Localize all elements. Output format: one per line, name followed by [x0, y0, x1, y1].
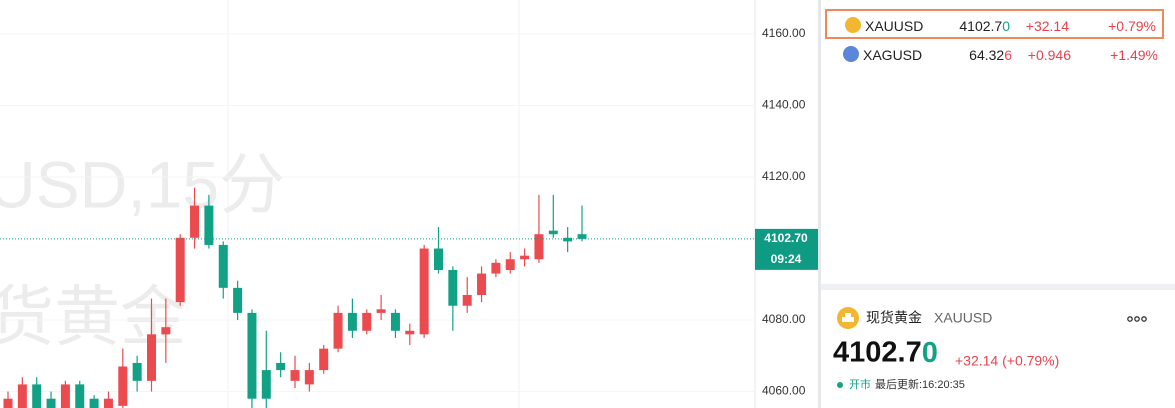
change: +0.946 — [1027, 47, 1071, 63]
icon-bar — [845, 313, 851, 317]
status-dot — [837, 382, 843, 388]
more-menu[interactable] — [1127, 316, 1147, 322]
candle-body — [89, 398, 99, 408]
candle-body — [491, 262, 501, 274]
candle-body — [434, 248, 443, 270]
candle-body — [218, 244, 228, 288]
candle-body — [233, 287, 243, 313]
candle-body — [390, 312, 400, 331]
candle-body — [3, 398, 13, 408]
change-pct: +1.49% — [1110, 47, 1158, 63]
candle-body — [147, 334, 156, 381]
separator — [821, 284, 1175, 290]
quote-symbol: XAUUSD — [934, 310, 992, 326]
candle-body — [46, 398, 56, 408]
candle-body — [448, 269, 458, 306]
watermark: USD,15分 — [0, 147, 285, 221]
candle-body — [347, 312, 357, 331]
price: 64.326 — [969, 47, 1012, 63]
symbol: XAUUSD — [865, 18, 924, 34]
quote-price: 4102.70 — [833, 337, 938, 369]
candle-body — [32, 384, 42, 408]
quote-change: +32.14 (+0.79%) — [955, 353, 1059, 369]
candle-body — [405, 330, 415, 335]
y-tick-label: 4120.00 — [762, 169, 806, 183]
watermark: 货黄金 — [0, 279, 186, 353]
y-tick-label: 4060.00 — [762, 384, 806, 398]
price-badge — [755, 228, 818, 270]
candle-body — [520, 255, 530, 260]
candle-body — [190, 205, 200, 238]
watchlist-row[interactable]: XAUUSD 4102.70 +32.14 +0.79% — [825, 9, 1164, 39]
change-pct: +0.79% — [1108, 18, 1156, 34]
candle-body — [75, 384, 85, 408]
candle-body — [462, 295, 472, 306]
symbol-icon — [843, 46, 859, 62]
candle-body — [247, 312, 257, 399]
symbol: XAGUSD — [863, 47, 923, 63]
change: +32.14 — [1025, 18, 1069, 34]
candle-body — [505, 259, 515, 270]
candle-body — [333, 312, 343, 349]
y-tick-label: 4080.00 — [762, 312, 806, 326]
candle-body — [118, 366, 128, 406]
candle-body — [563, 237, 573, 242]
watchlist-row[interactable]: XAGUSD 64.326 +0.946 +1.49% — [825, 40, 1164, 70]
candle-body — [276, 362, 286, 371]
candle-body — [362, 312, 372, 331]
y-tick-label: 4140.00 — [762, 98, 806, 112]
symbol-icon — [845, 17, 861, 33]
icon-bar — [842, 317, 854, 322]
candle-body — [132, 362, 142, 381]
quote-card: 现货黄金 XAUUSD 4102.70 +32.14 (+0.79%) 开市 最… — [833, 307, 1147, 391]
candle-body — [548, 230, 558, 235]
candle-body — [534, 234, 544, 260]
last-updated: 最后更新:16:20:35 — [875, 377, 965, 391]
market-status: 开市 — [849, 377, 871, 391]
candle-body — [103, 398, 113, 408]
countdown: 09:24 — [771, 252, 802, 266]
candle-body — [477, 273, 487, 296]
candle-body — [261, 370, 271, 399]
candle-body — [577, 234, 587, 239]
candle-body — [376, 309, 386, 313]
candle-body — [290, 370, 300, 381]
candle-body — [161, 327, 171, 335]
candle-body — [204, 205, 214, 245]
chart: USD,15分 货黄金 4060.00 4080.00 4120.00 4140.00… — [0, 0, 818, 408]
candle-body — [17, 384, 27, 408]
last-price-label: 4102.70 — [764, 231, 808, 245]
quote-name: 现货黄金 — [866, 310, 922, 326]
candle-body — [60, 384, 70, 408]
y-tick-label: 4160.00 — [762, 26, 806, 40]
side-panel: XAUUSD 4102.70 +32.14 +0.79% XAGUSD 64.326 +0.… — [818, 0, 1175, 408]
candle-body — [319, 348, 329, 371]
candle-body — [419, 248, 429, 335]
candle-body — [304, 370, 314, 385]
price: 4102.70 — [959, 18, 1010, 34]
candle-body — [175, 237, 185, 303]
